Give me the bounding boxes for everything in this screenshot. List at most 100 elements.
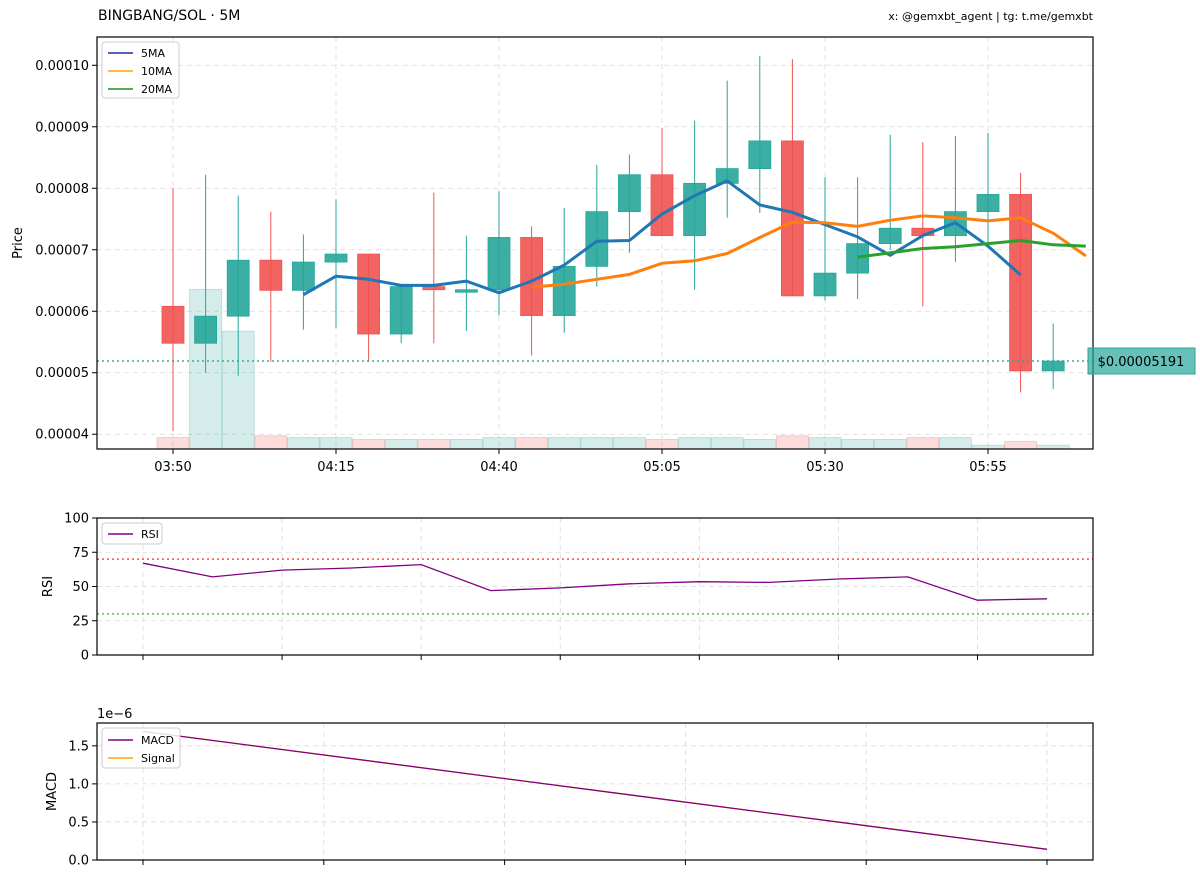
ma-line-10ma [531,214,1087,289]
last-price-tag-label: $0.00005191 [1098,355,1185,370]
rsi-frame [96,517,1094,656]
volume-bar [515,437,549,450]
ma-line-20ma [857,239,1086,259]
price-ytick-label: 0.00008 [35,182,89,197]
macd-offset-label: 1e−6 [97,707,132,722]
volume-bar [286,437,320,450]
price-ytick-label: 0.00010 [35,59,89,74]
rsi-ytick-label: 100 [64,512,89,527]
price-xtick-label: 05:30 [806,460,843,475]
macd-ylabel: MACD [45,772,60,811]
candle-body [650,174,674,237]
rsi-ylabel: RSI [41,576,56,597]
price-legend: 5MA 10MA 20MA [101,41,180,99]
macd-line [142,730,1048,850]
chart-title: BINGBANG/SOL · 5M [98,8,241,24]
price-ytick-label: 0.00004 [35,428,89,443]
price-legend-label: 20MA [141,83,172,96]
rsi-legend: RSI [101,522,163,545]
candle-body [846,243,869,274]
price-xtick-label: 04:40 [480,460,517,475]
volume-bar [938,437,972,450]
volume-bar [547,437,581,450]
price-panel: 0.00004 0.00005 0.00006 0.00007 0.00008 0.000… [11,36,1196,475]
candle-body [389,286,413,335]
price-ytick-label: 0.00007 [35,243,89,258]
candle-body [259,259,283,291]
candle-body [422,286,446,291]
candle-body [487,237,511,291]
volume-bar [906,437,940,450]
price-xtick-label: 03:50 [154,460,191,475]
macd-ytick-label: 1.5 [68,739,89,754]
volume-bar [580,437,614,450]
volume-bar [743,439,777,450]
volume-bar [873,439,907,450]
price-ytick-label: 0.00009 [35,120,89,135]
candle-body [683,182,706,237]
last-price-tag-box [1087,347,1196,375]
price-xtick-label: 04:15 [317,460,354,475]
macd-ytick-label: 0.5 [68,815,89,830]
macd-legend-label: Signal [141,752,175,765]
candle-body [161,305,185,344]
price-xtick-label: 05:05 [643,460,680,475]
macd-panel: 0.0 0.5 1.0 1.5 MACD 1e−6 MACD Signal [45,707,1094,869]
volume-bar [710,437,744,450]
candle-body [357,253,381,335]
macd-legend: MACD Signal [101,727,181,769]
volume-bar [449,439,483,450]
volume-bar [319,437,353,450]
volume-bar [384,439,418,450]
candle-body [324,253,348,263]
price-legend-box [101,41,180,99]
volume-bar [254,435,288,450]
candle-body [194,315,218,344]
volume-bar [1004,440,1038,450]
candle-body [291,261,315,291]
rsi-ytick-label: 0 [81,649,89,664]
volume-bar [156,437,190,450]
last-price-tag: $0.00005191 [1087,347,1196,375]
ma-line-5ma [302,179,1022,297]
candle-body [552,265,576,316]
candle-body [813,272,837,297]
rsi-ytick-label: 50 [72,580,89,595]
candle-body [715,168,739,184]
candle-body [976,194,1000,213]
rsi-ytick-label: 75 [72,546,89,561]
macd-legend-label: MACD [141,734,174,747]
chart-credit: x: @gemxbt_agent | tg: t.me/gemxbt [888,10,1093,23]
volume-bar [352,439,386,450]
price-frame [96,36,1094,450]
volume-bar [678,437,712,450]
price-ylabel: Price [11,227,26,259]
price-ytick-label: 0.00005 [35,366,89,381]
candle-body [226,259,250,317]
price-legend-label: 10MA [141,65,172,78]
volume-bar [612,437,646,450]
rsi-ytick-label: 25 [72,614,89,629]
price-legend-label: 5MA [141,47,165,60]
macd-ytick-label: 0.0 [68,854,89,869]
candle-body [454,289,478,293]
candle-body [878,227,902,245]
rsi-panel: 0 25 50 75 100 RSI RSI [41,512,1094,664]
volume-bar [482,437,516,450]
volume-bar [417,439,451,450]
candle-body [618,174,641,213]
macd-ytick-label: 1.0 [68,777,89,792]
candle-body [1041,360,1065,372]
candle-body [748,140,772,169]
volume-bar [645,439,679,450]
candle-body [585,211,609,267]
price-xtick-label: 05:55 [969,460,1006,475]
candle-body [781,140,804,297]
rsi-legend-label: RSI [141,528,159,541]
price-ytick-label: 0.00006 [35,305,89,320]
candle-body [1009,194,1032,372]
rsi-line [142,562,1048,601]
volume-bar [808,437,842,450]
